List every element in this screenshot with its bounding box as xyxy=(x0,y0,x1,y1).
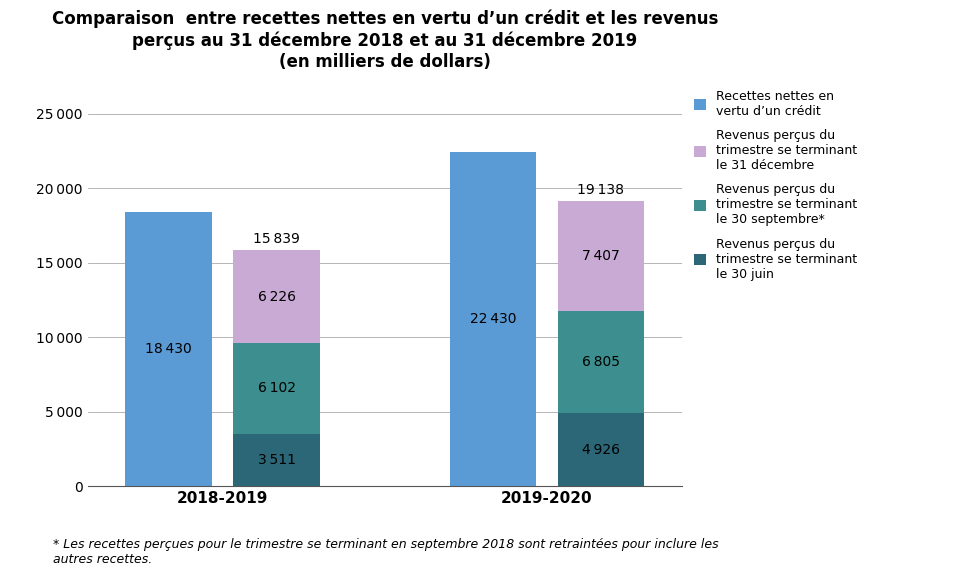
Bar xyxy=(234,251,319,343)
Text: 15 839: 15 839 xyxy=(253,232,300,246)
Bar xyxy=(557,413,644,486)
Title: Comparaison  entre recettes nettes en vertu d’un crédit et les revenus
perçus au: Comparaison entre recettes nettes en ver… xyxy=(52,10,718,70)
Text: 18 430: 18 430 xyxy=(145,342,192,356)
Bar xyxy=(557,201,644,312)
Text: 22 430: 22 430 xyxy=(469,312,516,326)
Legend: Recettes nettes en
vertu d’un crédit, Revenus perçus du
trimestre se terminant
l: Recettes nettes en vertu d’un crédit, Re… xyxy=(694,90,858,281)
Text: 6 226: 6 226 xyxy=(258,289,296,304)
Text: 19 138: 19 138 xyxy=(578,182,624,197)
Text: 4 926: 4 926 xyxy=(581,443,619,456)
Bar xyxy=(234,343,319,434)
Text: * Les recettes perçues pour le trimestre se terminant en septembre 2018 sont ret: * Les recettes perçues pour le trimestre… xyxy=(49,538,719,566)
Text: 7 407: 7 407 xyxy=(581,249,619,263)
Bar xyxy=(450,152,536,486)
Bar xyxy=(126,212,212,486)
Text: 6 102: 6 102 xyxy=(258,382,296,395)
Text: 3 511: 3 511 xyxy=(258,453,296,467)
Text: 6 805: 6 805 xyxy=(581,355,619,369)
Bar xyxy=(234,434,319,486)
Bar xyxy=(557,312,644,413)
